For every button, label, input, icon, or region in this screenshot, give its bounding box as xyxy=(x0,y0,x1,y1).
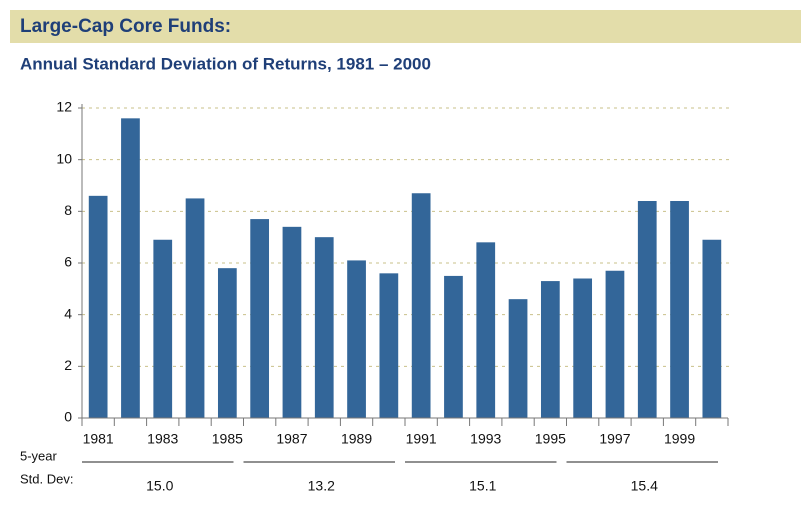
y-tick-label: 10 xyxy=(56,150,72,166)
y-tick-label: 2 xyxy=(64,357,72,373)
chart-title: Large-Cap Core Funds: xyxy=(20,16,231,37)
header-band xyxy=(10,10,801,43)
bar xyxy=(153,239,173,418)
group-label: Std. Dev: xyxy=(20,471,73,486)
bar xyxy=(379,273,399,418)
y-tick-label: 6 xyxy=(64,254,72,270)
bar xyxy=(670,201,689,418)
bar xyxy=(444,275,463,418)
bar xyxy=(347,260,366,418)
x-tick-label: 1993 xyxy=(470,431,501,447)
bar xyxy=(314,237,334,418)
bar xyxy=(217,268,237,418)
group-value: 15.1 xyxy=(469,478,496,494)
chart-subtitle: Annual Standard Deviation of Returns, 19… xyxy=(20,54,431,73)
y-tick-label: 0 xyxy=(64,409,72,425)
y-tick-label: 4 xyxy=(64,305,72,321)
bar xyxy=(282,226,302,418)
bar xyxy=(540,281,560,418)
bar xyxy=(573,278,593,418)
group-value: 15.0 xyxy=(146,478,173,494)
group-label: 5-year xyxy=(20,448,58,463)
bar xyxy=(185,198,205,418)
group-value: 15.4 xyxy=(631,478,658,494)
bar xyxy=(605,270,625,418)
x-tick-label: 1985 xyxy=(212,431,243,447)
x-tick-label: 1999 xyxy=(664,431,695,447)
bar xyxy=(637,201,657,418)
bar xyxy=(476,242,496,418)
group-value: 13.2 xyxy=(308,478,335,494)
x-tick-label: 1983 xyxy=(147,431,178,447)
y-tick-label: 12 xyxy=(56,99,72,115)
bar xyxy=(121,118,140,418)
x-tick-label: 1989 xyxy=(341,431,372,447)
x-tick-label: 1997 xyxy=(599,431,630,447)
bar xyxy=(88,195,108,418)
bar xyxy=(250,219,270,418)
x-tick-label: 1987 xyxy=(276,431,307,447)
y-tick-label: 8 xyxy=(64,202,72,218)
bar xyxy=(508,299,528,418)
x-tick-label: 1995 xyxy=(535,431,566,447)
bar xyxy=(411,193,431,418)
x-tick-label: 1991 xyxy=(406,431,437,447)
bar xyxy=(702,239,722,418)
x-tick-label: 1981 xyxy=(83,431,114,447)
